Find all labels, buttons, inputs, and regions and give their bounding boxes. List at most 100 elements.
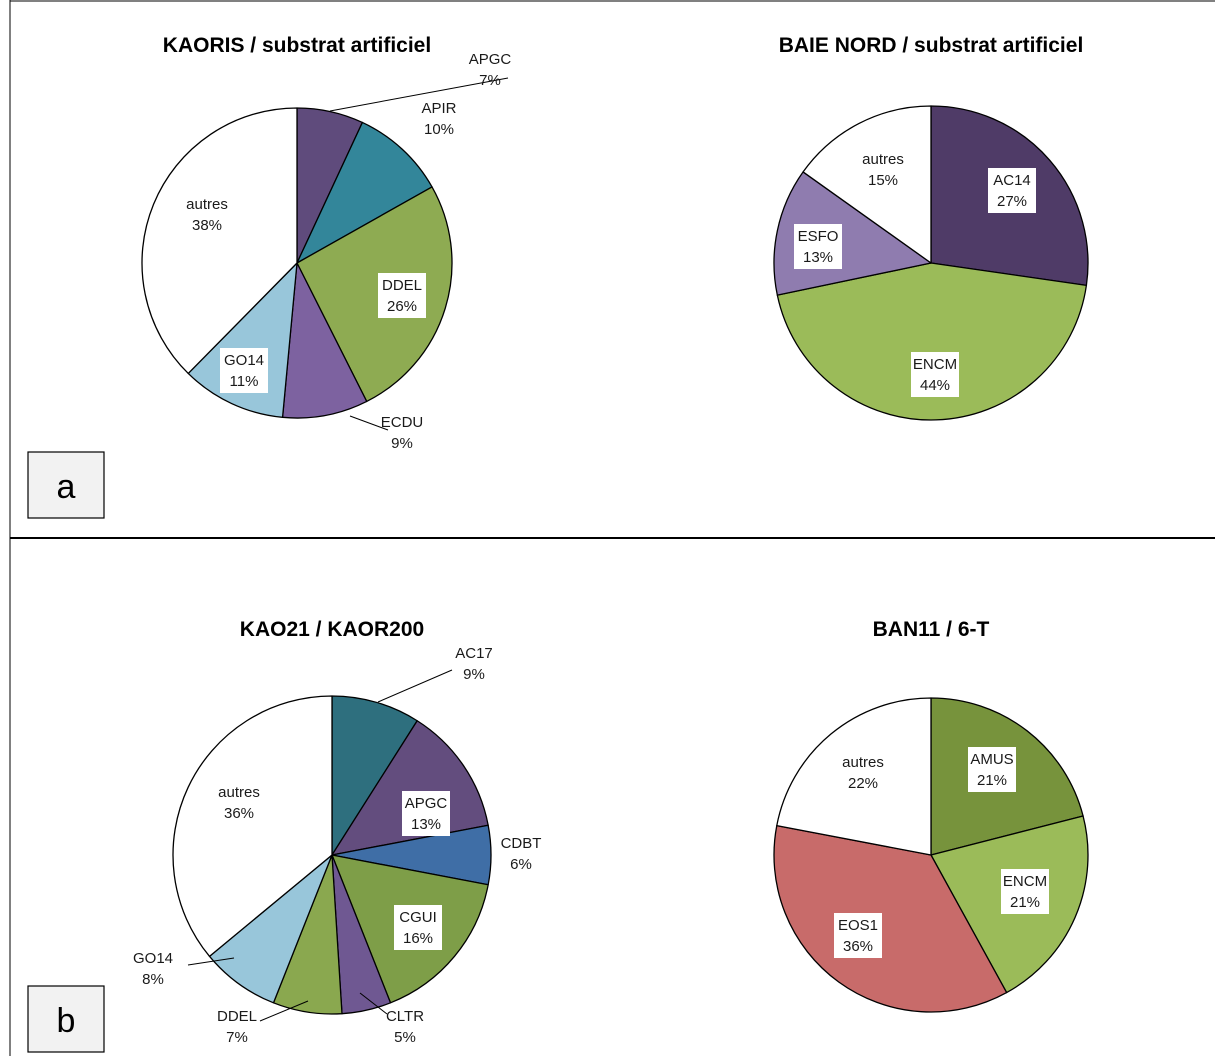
slice-label-eos1: EOS1 36% xyxy=(834,913,882,958)
pie-slice-ecdu xyxy=(281,262,368,419)
slice-label-apgc: APGC 13% xyxy=(402,791,450,836)
slice-label-esfo: ESFO 13% xyxy=(794,224,842,269)
leader-line-apgc xyxy=(329,77,509,112)
slice-label-percent: 10% xyxy=(424,121,454,138)
pie-slice-ac17 xyxy=(331,695,418,856)
slice-label-percent: 21% xyxy=(977,772,1007,789)
slice-label-name: APGC xyxy=(469,51,512,68)
slice-label-percent: 26% xyxy=(387,298,417,315)
slice-label-percent: 7% xyxy=(226,1029,248,1046)
slice-label-box xyxy=(834,913,882,958)
slice-label-cgui: CGUI 16% xyxy=(394,905,442,950)
pie-slice-autres xyxy=(141,107,298,375)
slice-label-percent: 16% xyxy=(403,930,433,947)
slice-label-box xyxy=(394,905,442,950)
slice-label-name: ECDU xyxy=(381,414,424,431)
slice-label-box xyxy=(378,273,426,318)
chart-title-ban11: BAN11 / 6-T xyxy=(873,618,990,641)
slice-label-name: autres xyxy=(862,151,904,168)
slice-label-cdbt: CDBT 6% xyxy=(501,835,542,873)
leader-line-go14 xyxy=(187,957,235,966)
slice-label-encm: ENCM 44% xyxy=(911,352,959,397)
slice-label-name: GO14 xyxy=(224,352,264,369)
slice-label-name: CGUI xyxy=(399,909,437,926)
panel-label-b-box xyxy=(27,985,105,1053)
panel-label-a-box xyxy=(27,451,105,519)
slice-label-autres: autres 38% xyxy=(186,196,228,234)
pie-slice-autres xyxy=(776,697,932,856)
slice-label-percent: 7% xyxy=(479,72,501,89)
slice-label-box xyxy=(911,352,959,397)
slice-label-percent: 13% xyxy=(803,249,833,266)
slice-label-name: autres xyxy=(218,784,260,801)
slice-label-go14: GO14 8% xyxy=(133,950,173,988)
slice-label-percent: 9% xyxy=(391,435,413,452)
pie-slice-go14 xyxy=(187,262,298,418)
panel-label-a-text: a xyxy=(57,468,76,506)
slice-label-box xyxy=(220,348,268,393)
pie-slice-eos1 xyxy=(773,824,1008,1013)
slice-label-percent: 38% xyxy=(192,217,222,234)
panel-label-b: b xyxy=(27,985,105,1053)
slice-label-name: EOS1 xyxy=(838,917,878,934)
pie-slice-autres xyxy=(802,105,932,264)
slice-label-name: APGC xyxy=(405,795,448,812)
slice-label-name: ESFO xyxy=(798,228,839,245)
leader-line-ecdu xyxy=(349,415,389,431)
slice-label-ddel: DDEL 7% xyxy=(217,1008,257,1046)
slice-label-name: AMUS xyxy=(970,751,1013,768)
slice-label-percent: 6% xyxy=(510,856,532,873)
chart-title-baie-nord: BAIE NORD / substrat artificiel xyxy=(779,34,1084,57)
slice-label-autres: autres 36% xyxy=(218,784,260,822)
pie-slice-ddel xyxy=(296,186,453,403)
slice-label-name: DDEL xyxy=(217,1008,257,1025)
pie-baie-nord: AC14 27% ENCM 44% ESFO 13% autres 15% xyxy=(773,105,1089,421)
pie-ban11: AMUS 21% ENCM 21% EOS1 36% autres 22% xyxy=(773,697,1089,1013)
slice-label-percent: 15% xyxy=(868,172,898,189)
slice-label-percent: 27% xyxy=(997,193,1027,210)
slice-label-name: AC14 xyxy=(993,172,1031,189)
slice-label-name: ENCM xyxy=(913,356,957,373)
chart-title-kaoris: KAORIS / substrat artificiel xyxy=(163,34,431,57)
leader-line-cltr xyxy=(359,992,388,1015)
slice-label-percent: 5% xyxy=(394,1029,416,1046)
slice-label-apir: APIR 10% xyxy=(421,100,456,138)
slice-label-percent: 36% xyxy=(843,938,873,955)
slice-label-box xyxy=(968,747,1016,792)
slice-label-ecdu: ECDU 9% xyxy=(381,414,424,452)
slice-label-name: GO14 xyxy=(133,950,173,967)
slice-label-autres: autres 15% xyxy=(862,151,904,189)
slice-label-apgc: APGC 7% xyxy=(469,51,512,89)
slice-label-amus: AMUS 21% xyxy=(968,747,1016,792)
pie-slice-encm xyxy=(776,262,1088,421)
slice-label-name: ENCM xyxy=(1003,873,1047,890)
leader-line-ddel xyxy=(259,1000,309,1022)
chart-title-kao21: KAO21 / KAOR200 xyxy=(240,618,424,641)
slice-label-percent: 44% xyxy=(920,377,950,394)
pie-kaoris: APGC 7% APIR 10% DDEL 26% ECDU 9% GO14 11% autres 3… xyxy=(141,51,512,452)
slice-label-percent: 21% xyxy=(1010,894,1040,911)
slice-label-percent: 11% xyxy=(230,373,259,390)
slice-label-name: DDEL xyxy=(382,277,422,294)
pie-slice-apir xyxy=(296,121,433,264)
slice-label-name: AC17 xyxy=(455,645,493,662)
slice-label-percent: 36% xyxy=(224,805,254,822)
slice-label-percent: 8% xyxy=(142,971,164,988)
slice-label-percent: 22% xyxy=(848,775,878,792)
slice-label-encm: ENCM 21% xyxy=(1001,869,1049,914)
slice-label-box xyxy=(988,168,1036,213)
slice-label-cltr: CLTR 5% xyxy=(386,1008,424,1046)
slice-label-ac14: AC14 27% xyxy=(988,168,1036,213)
slice-label-name: CLTR xyxy=(386,1008,424,1025)
slice-label-go14: GO14 11% xyxy=(220,348,268,393)
panel-label-a: a xyxy=(27,451,105,519)
slice-label-box xyxy=(402,791,450,836)
slice-label-name: CDBT xyxy=(501,835,542,852)
slice-label-box xyxy=(794,224,842,269)
panel-label-b-text: b xyxy=(57,1002,76,1040)
slice-label-name: autres xyxy=(186,196,228,213)
slice-label-autres: autres 22% xyxy=(842,754,884,792)
slice-label-ddel: DDEL 26% xyxy=(378,273,426,318)
slice-label-percent: 9% xyxy=(463,666,485,683)
